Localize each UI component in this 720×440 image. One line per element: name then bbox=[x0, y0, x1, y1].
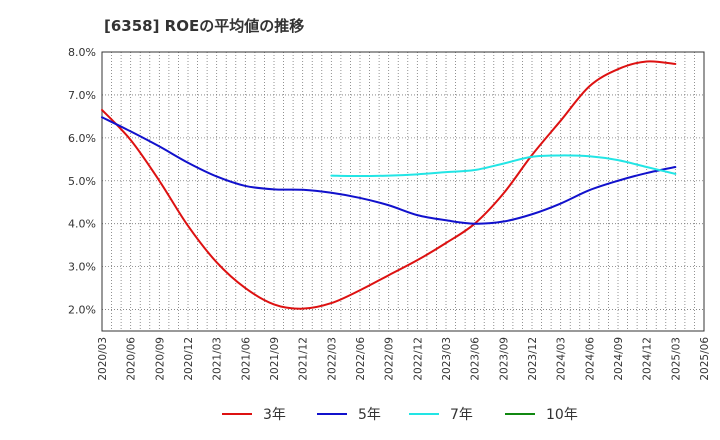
y-axis-ticks: 2.0% 3.0% 4.0% 5.0% 6.0% 7.0% 8.0% bbox=[68, 46, 96, 317]
x-tick-label: 2020/06 bbox=[126, 337, 138, 381]
x-tick-label: 2020/03 bbox=[97, 337, 109, 381]
x-tick-label: 2022/03 bbox=[326, 337, 338, 381]
series-line-1 bbox=[101, 60, 677, 310]
x-tick-label: 2025/03 bbox=[670, 337, 682, 381]
x-tick-label: 2021/09 bbox=[269, 337, 281, 381]
x-tick-label: 2020/12 bbox=[183, 337, 195, 381]
x-tick-label: 2024/03 bbox=[556, 337, 568, 381]
x-tick-label: 2021/03 bbox=[212, 337, 224, 381]
y-tick-label: 7.0% bbox=[68, 89, 96, 102]
x-tick-label: 2020/09 bbox=[154, 337, 166, 381]
y-tick-label: 4.0% bbox=[68, 218, 96, 231]
x-tick-label: 2024/12 bbox=[642, 337, 654, 381]
x-tick-label: 2021/06 bbox=[240, 337, 252, 381]
y-tick-label: 2.0% bbox=[68, 304, 96, 317]
y-tick-label: 8.0% bbox=[68, 46, 96, 59]
plot-border bbox=[101, 51, 705, 332]
legend-label: 7年 bbox=[450, 407, 473, 423]
chart-title: [6358] ROEの平均値の推移 bbox=[104, 17, 304, 35]
series-line-2 bbox=[101, 116, 677, 225]
x-tick-label: 2023/09 bbox=[498, 337, 510, 381]
plot-area bbox=[102, 52, 704, 331]
series-lines bbox=[101, 60, 677, 310]
x-tick-label: 2022/06 bbox=[355, 337, 367, 381]
series-line-3 bbox=[330, 154, 677, 178]
x-tick-label: 2024/06 bbox=[584, 337, 596, 381]
x-tick-label: 2023/12 bbox=[527, 337, 539, 381]
x-axis-ticks: 2020/03 2020/06 2020/09 2020/12 2021/03 2021/… bbox=[97, 337, 711, 381]
y-tick-label: 6.0% bbox=[68, 132, 96, 145]
legend-label: 10年 bbox=[546, 407, 578, 423]
x-tick-label: 2022/12 bbox=[412, 337, 424, 381]
x-tick-label: 2021/12 bbox=[298, 337, 310, 381]
x-tick-label: 2023/06 bbox=[470, 337, 482, 381]
y-tick-label: 5.0% bbox=[68, 175, 96, 188]
x-tick-label: 2024/09 bbox=[613, 337, 625, 381]
legend-label: 5年 bbox=[358, 407, 381, 423]
x-tick-label: 2022/09 bbox=[384, 337, 396, 381]
y-tick-label: 3.0% bbox=[68, 261, 96, 274]
legend: 3年 5年 7年 10年 bbox=[222, 407, 578, 423]
x-tick-label: 2025/06 bbox=[699, 337, 711, 381]
x-tick-label: 2023/03 bbox=[441, 337, 453, 381]
legend-label: 3年 bbox=[263, 407, 286, 423]
